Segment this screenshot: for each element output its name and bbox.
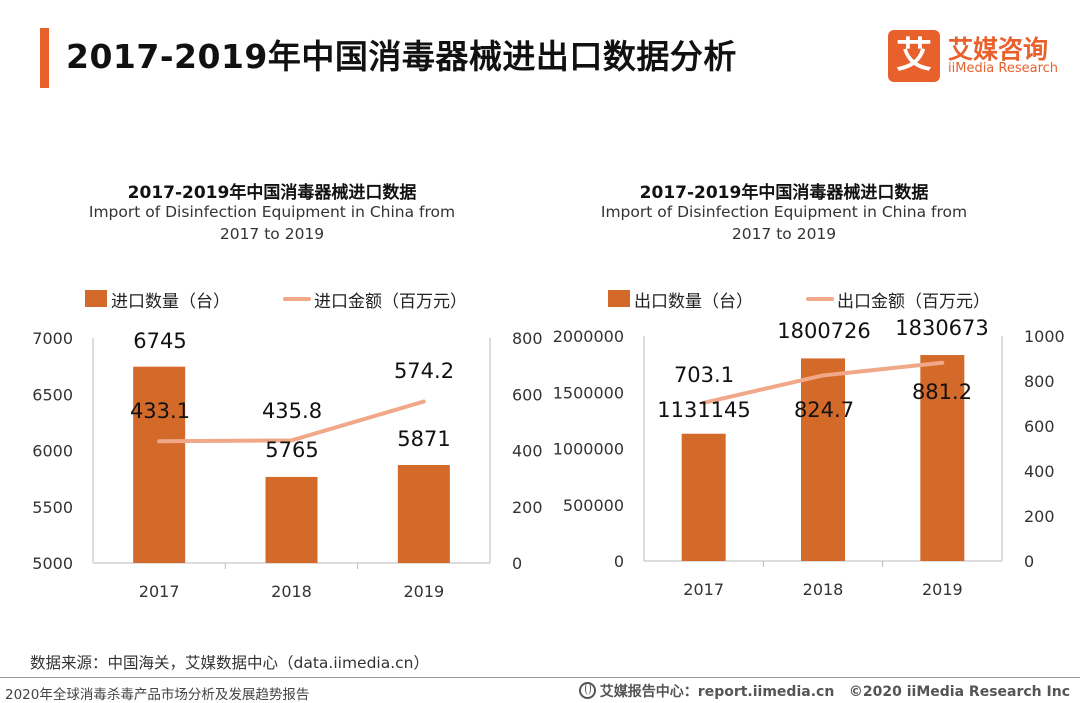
left-axis-tick-label: 0 bbox=[614, 552, 624, 571]
right-axis-tick-label: 800 bbox=[512, 329, 543, 348]
line-data-label: 433.1 bbox=[130, 399, 190, 423]
left-axis-tick-label: 500000 bbox=[563, 496, 624, 515]
chart2-legend-line-swatch bbox=[806, 297, 834, 301]
chart2-legend-bar-label: 出口数量（台） bbox=[634, 292, 753, 312]
globe-icon bbox=[578, 682, 596, 699]
right-axis-tick-label: 0 bbox=[512, 554, 522, 573]
bar-2019 bbox=[920, 355, 965, 561]
page-title: 2017-2019年中国消毒器械进出口数据分析 bbox=[66, 37, 737, 76]
bar-data-label: 1131145 bbox=[657, 398, 751, 422]
chart1-subtitle-line1: Import of Disinfection Equipment in Chin… bbox=[88, 203, 456, 221]
bar-data-label: 5871 bbox=[397, 427, 450, 451]
line-data-label: 824.7 bbox=[794, 398, 854, 422]
right-axis-tick-label: 0 bbox=[1024, 552, 1034, 571]
footer-credit: 艾媒报告中心：report.iimedia.cn ©2020 iiMedia R… bbox=[578, 681, 1070, 701]
chart1-legend-line-label: 进口金额（百万元） bbox=[314, 292, 467, 312]
bar-2018 bbox=[265, 476, 318, 563]
right-axis-tick-label: 800 bbox=[1024, 372, 1055, 391]
logo-en-text: iiMedia Research bbox=[948, 61, 1059, 76]
line-data-label: 574.2 bbox=[394, 359, 454, 383]
footer-divider bbox=[0, 677, 1080, 678]
data-source-note: 数据来源：中国海关，艾媒数据中心（data.iimedia.cn） bbox=[30, 654, 430, 672]
right-axis-tick-label: 200 bbox=[1024, 507, 1055, 526]
copyright: ©2020 iiMedia Research Inc bbox=[848, 684, 1070, 700]
bar-2018 bbox=[801, 358, 845, 561]
export-chart: 0 500000 1000000 1500000 2000000 0 200 400 600 80… bbox=[553, 316, 1065, 599]
left-axis-tick-label: 6000 bbox=[32, 442, 73, 461]
bar-2019 bbox=[397, 465, 450, 563]
report-name: 2020年全球消毒杀毒产品市场分析及发展趋势报告 bbox=[5, 687, 310, 703]
x-axis-category-label: 2017 bbox=[139, 582, 180, 601]
left-axis-tick-label: 5500 bbox=[32, 498, 73, 517]
line-data-label: 881.2 bbox=[912, 380, 972, 404]
chart1-legend-bar-swatch bbox=[85, 290, 107, 307]
line-data-label: 703.1 bbox=[674, 363, 734, 387]
left-axis-tick-label: 1500000 bbox=[553, 383, 624, 402]
right-axis-tick-label: 1000 bbox=[1024, 327, 1065, 346]
brand-logo[interactable]: 艾 艾媒咨询 iiMedia Research bbox=[888, 30, 1068, 82]
right-axis-tick-label: 600 bbox=[1024, 417, 1055, 436]
report-site-link[interactable]: 艾媒报告中心：report.iimedia.cn bbox=[599, 684, 835, 700]
right-axis-tick-label: 400 bbox=[512, 442, 543, 461]
right-axis-tick-label: 400 bbox=[1024, 462, 1055, 481]
left-axis-tick-label: 5000 bbox=[32, 554, 73, 573]
chart1-legend-line-swatch bbox=[283, 297, 311, 301]
right-axis-tick-label: 200 bbox=[512, 498, 543, 517]
x-axis-category-label: 2019 bbox=[922, 580, 963, 599]
logo-mark-icon: 艾 bbox=[888, 30, 940, 82]
chart2-subtitle-line1: Import of Disinfection Equipment in Chin… bbox=[600, 203, 968, 221]
logo-cn-text: 艾媒咨询 bbox=[948, 35, 1049, 64]
left-axis-tick-label: 6500 bbox=[32, 385, 73, 404]
x-axis-category-label: 2018 bbox=[271, 582, 312, 601]
x-axis-category-label: 2017 bbox=[683, 580, 724, 599]
bar-data-label: 1800726 bbox=[777, 319, 871, 343]
bar-data-label: 6745 bbox=[133, 329, 186, 353]
title-accent-bar bbox=[40, 28, 49, 88]
left-axis-tick-label: 1000000 bbox=[553, 440, 624, 459]
left-axis-tick-label: 2000000 bbox=[553, 327, 624, 346]
amount-line bbox=[157, 399, 426, 444]
left-axis-tick-label: 7000 bbox=[32, 329, 73, 348]
chart2-subtitle-line2: 2017 to 2019 bbox=[731, 225, 837, 243]
amount-line bbox=[701, 360, 945, 405]
chart1-legend-bar-label: 进口数量（台） bbox=[111, 292, 230, 312]
line-data-label: 435.8 bbox=[262, 399, 322, 423]
bar-data-label: 5765 bbox=[265, 438, 318, 462]
chart1-subtitle-line2: 2017 to 2019 bbox=[219, 225, 325, 243]
right-axis-tick-label: 600 bbox=[512, 385, 543, 404]
chart2-legend-bar-swatch bbox=[608, 290, 630, 307]
bar-data-label: 1830673 bbox=[895, 316, 989, 340]
chart2-title: 2017-2019年中国消毒器械进口数据 bbox=[639, 183, 929, 203]
bar-2017 bbox=[681, 433, 726, 561]
x-axis-category-label: 2019 bbox=[403, 582, 444, 601]
import-chart: 5000 5500 6000 6500 7000 0 200 400 600 800 2017 201… bbox=[32, 329, 543, 601]
chart2-legend-line-label: 出口金额（百万元） bbox=[837, 292, 990, 312]
chart1-title: 2017-2019年中国消毒器械进口数据 bbox=[127, 183, 417, 203]
bar-2017 bbox=[133, 366, 186, 563]
x-axis-category-label: 2018 bbox=[803, 580, 844, 599]
